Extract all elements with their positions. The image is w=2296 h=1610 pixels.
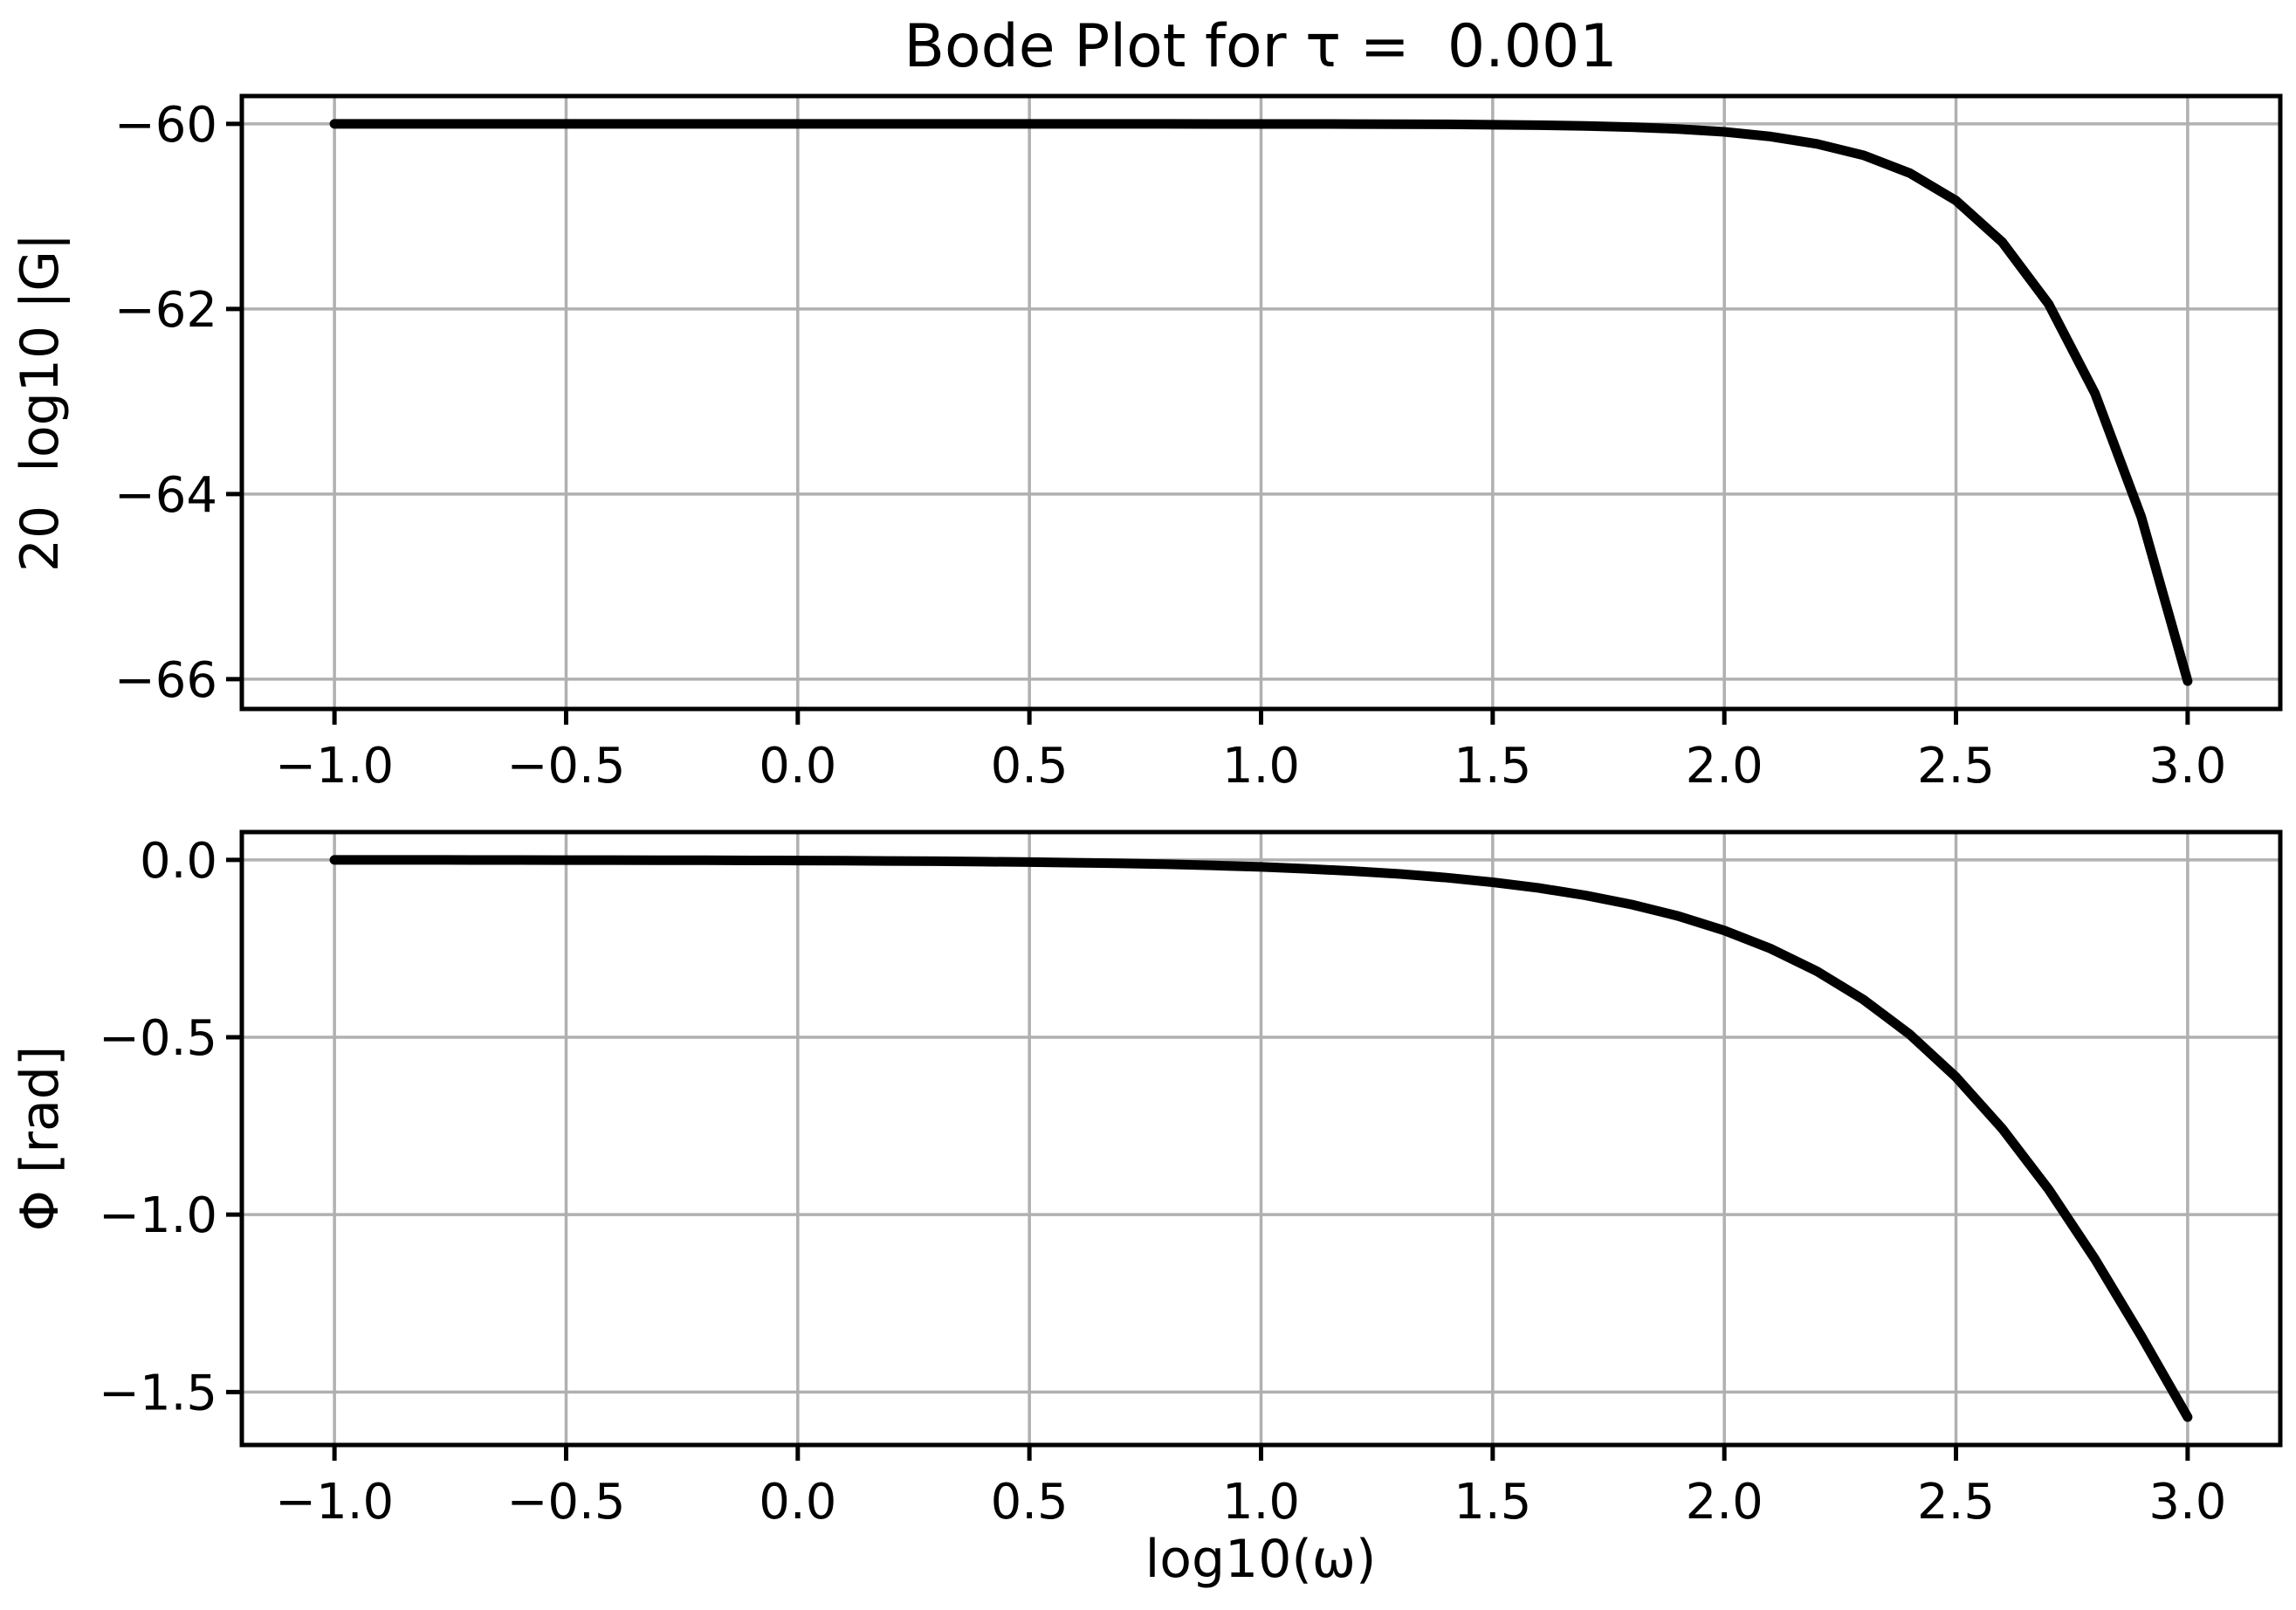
- plot-title: Bode Plot for τ = 0.001: [904, 12, 1617, 81]
- magnitude-y-axis-label: 20 log10 |G|: [10, 233, 71, 572]
- x-tick-label: 1.0: [1222, 1474, 1300, 1531]
- x-tick-label: 2.0: [1686, 1474, 1763, 1531]
- x-tick-label: 2.0: [1686, 738, 1763, 795]
- x-tick-label: −1.0: [275, 738, 394, 795]
- y-tick-label: −66: [114, 652, 217, 709]
- x-tick-label: −0.5: [506, 738, 625, 795]
- phase-y-axis-label: Φ [rad]: [10, 1046, 71, 1232]
- x-tick-label: 3.0: [2148, 1474, 2226, 1531]
- magnitude-subplot: −1.0 −0.5 0.0 0.5 1.0 1.5 2.0 2.5 3.0 −60 −62 −64 −6…: [114, 93, 2283, 795]
- x-tick-label: 0.0: [759, 1474, 836, 1531]
- x-axis-label: log10(ω): [1145, 1529, 1377, 1590]
- y-tick-label: −62: [114, 282, 217, 339]
- x-tick-label: 3.0: [2148, 738, 2226, 795]
- magnitude-curve: [329, 119, 2193, 686]
- x-tick-label: −0.5: [506, 1474, 625, 1531]
- x-tick-label: 1.5: [1454, 1474, 1531, 1531]
- y-tick-label: −64: [114, 467, 217, 524]
- y-tick-label: 0.0: [140, 833, 217, 890]
- x-tick-label: 1.5: [1454, 738, 1531, 795]
- x-tick-label: 2.5: [1917, 1474, 1995, 1531]
- x-tick-label: 1.0: [1222, 738, 1300, 795]
- phase-subplot: −1.0 −0.5 0.0 0.5 1.0 1.5 2.0 2.5 3.0 0.0 −0.5 −1.0…: [99, 829, 2283, 1531]
- y-tick-label: −1.5: [99, 1365, 217, 1421]
- x-tick-label: −1.0: [275, 1474, 394, 1531]
- phase-curve: [329, 855, 2193, 1422]
- y-tick-label: −0.5: [99, 1010, 217, 1067]
- x-tick-label: 2.5: [1917, 738, 1995, 795]
- y-tick-label: −1.0: [99, 1187, 217, 1244]
- x-tick-label: 0.5: [991, 1474, 1069, 1531]
- x-tick-label: 0.0: [759, 738, 836, 795]
- x-tick-label: 0.5: [991, 738, 1069, 795]
- y-tick-label: −60: [114, 97, 217, 154]
